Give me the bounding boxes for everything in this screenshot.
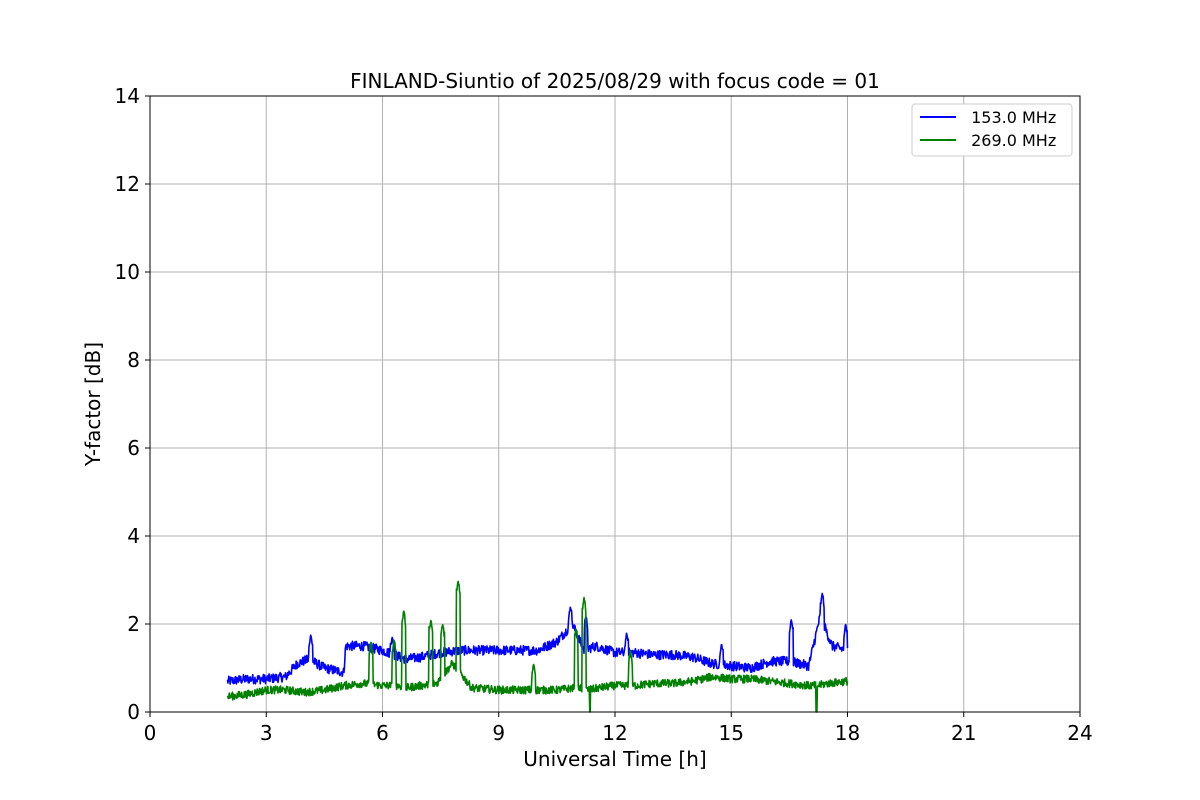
y-tick-label: 6 (127, 436, 140, 460)
y-tick-label: 4 (127, 524, 140, 548)
x-axis-label: Universal Time [h] (523, 747, 706, 771)
x-tick-label: 21 (951, 721, 976, 745)
x-tick-label: 9 (492, 721, 505, 745)
x-tick-label: 24 (1067, 721, 1092, 745)
y-tick-label: 2 (127, 612, 140, 636)
legend-label-153mhz: 153.0 MHz (966, 108, 1056, 127)
x-tick-label: 18 (835, 721, 860, 745)
y-tick-label: 12 (115, 172, 140, 196)
series-line-153mhz (226, 592, 849, 685)
series-line-269mhz (226, 580, 849, 713)
y-tick-label: 0 (127, 700, 140, 724)
y-tick-label: 8 (127, 348, 140, 372)
legend-label-269mhz: 269.0 MHz (966, 131, 1056, 150)
y-tick-label: 14 (115, 84, 140, 108)
series-layer (226, 580, 849, 713)
chart-title: FINLAND-Siuntio of 2025/08/29 with focus… (350, 69, 880, 93)
x-tick-label: 6 (376, 721, 389, 745)
x-tick-label: 15 (719, 721, 744, 745)
y-tick-label: 10 (115, 260, 140, 284)
x-tick-label: 12 (602, 721, 627, 745)
x-tick-label: 3 (260, 721, 273, 745)
legend: 153.0 MHz 269.0 MHz (911, 103, 1073, 157)
x-tick-label: 0 (144, 721, 157, 745)
y-axis-label: Y-factor [dB] (81, 342, 105, 467)
